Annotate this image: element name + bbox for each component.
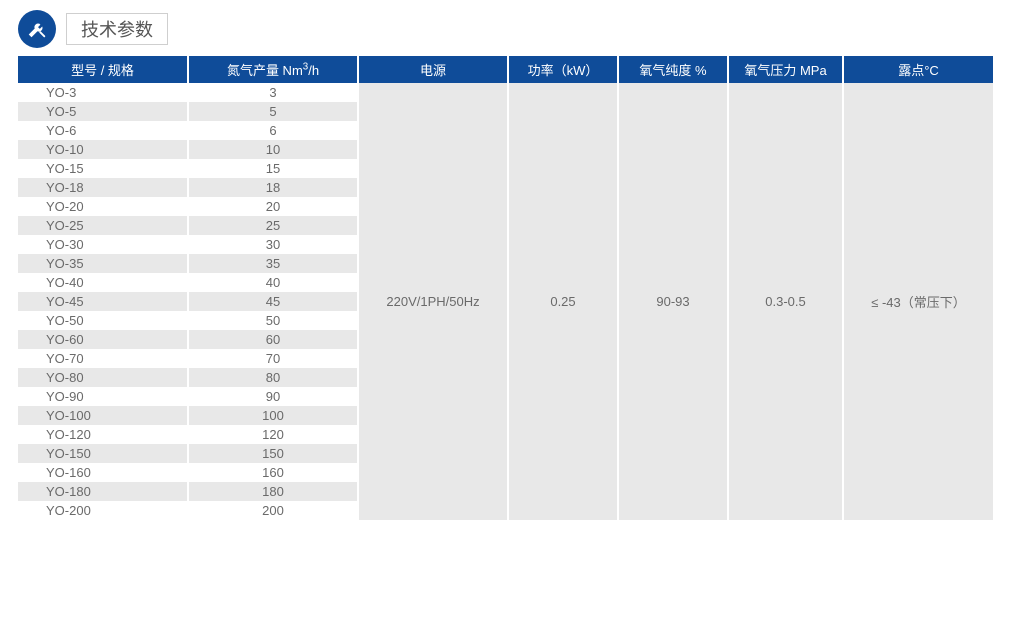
cell-model: YO-120 <box>18 425 188 444</box>
cell-model: YO-20 <box>18 197 188 216</box>
cell-output: 70 <box>188 349 358 368</box>
cell-model: YO-18 <box>18 178 188 197</box>
cell-output: 18 <box>188 178 358 197</box>
cell-output: 20 <box>188 197 358 216</box>
cell-model: YO-50 <box>18 311 188 330</box>
col-purity: 氧气纯度 % <box>618 56 728 83</box>
cell-model: YO-60 <box>18 330 188 349</box>
cell-model: YO-80 <box>18 368 188 387</box>
col-pressure: 氧气压力 MPa <box>728 56 843 83</box>
cell-output: 100 <box>188 406 358 425</box>
cell-model: YO-180 <box>18 482 188 501</box>
cell-output: 160 <box>188 463 358 482</box>
spec-page: 技术参数 型号 / 规格 氮气产量 Nm3/h 电源 功率（kW） 氧气纯度 %… <box>0 0 1009 540</box>
cell-merged-power_src: 220V/1PH/50Hz <box>358 83 508 520</box>
cell-model: YO-25 <box>18 216 188 235</box>
cell-model: YO-35 <box>18 254 188 273</box>
cell-output: 180 <box>188 482 358 501</box>
cell-model: YO-40 <box>18 273 188 292</box>
cell-model: YO-100 <box>18 406 188 425</box>
cell-model: YO-90 <box>18 387 188 406</box>
cell-model: YO-30 <box>18 235 188 254</box>
cell-output: 80 <box>188 368 358 387</box>
cell-model: YO-45 <box>18 292 188 311</box>
spec-table: 型号 / 规格 氮气产量 Nm3/h 电源 功率（kW） 氧气纯度 % 氧气压力… <box>18 56 993 520</box>
cell-output: 50 <box>188 311 358 330</box>
section-title: 技术参数 <box>66 13 168 45</box>
col-power-kw: 功率（kW） <box>508 56 618 83</box>
cell-output: 6 <box>188 121 358 140</box>
col-power-src: 电源 <box>358 56 508 83</box>
cell-merged-dew: ≤ -43（常压下） <box>843 83 993 520</box>
cell-model: YO-5 <box>18 102 188 121</box>
cell-output: 30 <box>188 235 358 254</box>
cell-model: YO-160 <box>18 463 188 482</box>
cell-output: 35 <box>188 254 358 273</box>
col-model: 型号 / 规格 <box>18 56 188 83</box>
cell-output: 90 <box>188 387 358 406</box>
cell-model: YO-6 <box>18 121 188 140</box>
title-row: 技术参数 <box>18 10 991 48</box>
table-body: YO-33220V/1PH/50Hz0.2590-930.3-0.5≤ -43（… <box>18 83 993 520</box>
col-dew: 露点°C <box>843 56 993 83</box>
cell-model: YO-150 <box>18 444 188 463</box>
cell-model: YO-15 <box>18 159 188 178</box>
cell-output: 5 <box>188 102 358 121</box>
cell-output: 120 <box>188 425 358 444</box>
table-row: YO-33220V/1PH/50Hz0.2590-930.3-0.5≤ -43（… <box>18 83 993 102</box>
cell-output: 10 <box>188 140 358 159</box>
cell-output: 200 <box>188 501 358 520</box>
cell-output: 60 <box>188 330 358 349</box>
col-output-label: 氮气产量 Nm3/h <box>227 63 319 78</box>
wrench-icon <box>18 10 56 48</box>
cell-merged-power_kw: 0.25 <box>508 83 618 520</box>
cell-output: 150 <box>188 444 358 463</box>
cell-output: 25 <box>188 216 358 235</box>
col-output: 氮气产量 Nm3/h <box>188 56 358 83</box>
cell-model: YO-200 <box>18 501 188 520</box>
cell-model: YO-3 <box>18 83 188 102</box>
cell-model: YO-10 <box>18 140 188 159</box>
cell-output: 45 <box>188 292 358 311</box>
table-header: 型号 / 规格 氮气产量 Nm3/h 电源 功率（kW） 氧气纯度 % 氧气压力… <box>18 56 993 83</box>
cell-merged-purity: 90-93 <box>618 83 728 520</box>
cell-output: 40 <box>188 273 358 292</box>
cell-output: 3 <box>188 83 358 102</box>
cell-merged-pressure: 0.3-0.5 <box>728 83 843 520</box>
cell-output: 15 <box>188 159 358 178</box>
cell-model: YO-70 <box>18 349 188 368</box>
